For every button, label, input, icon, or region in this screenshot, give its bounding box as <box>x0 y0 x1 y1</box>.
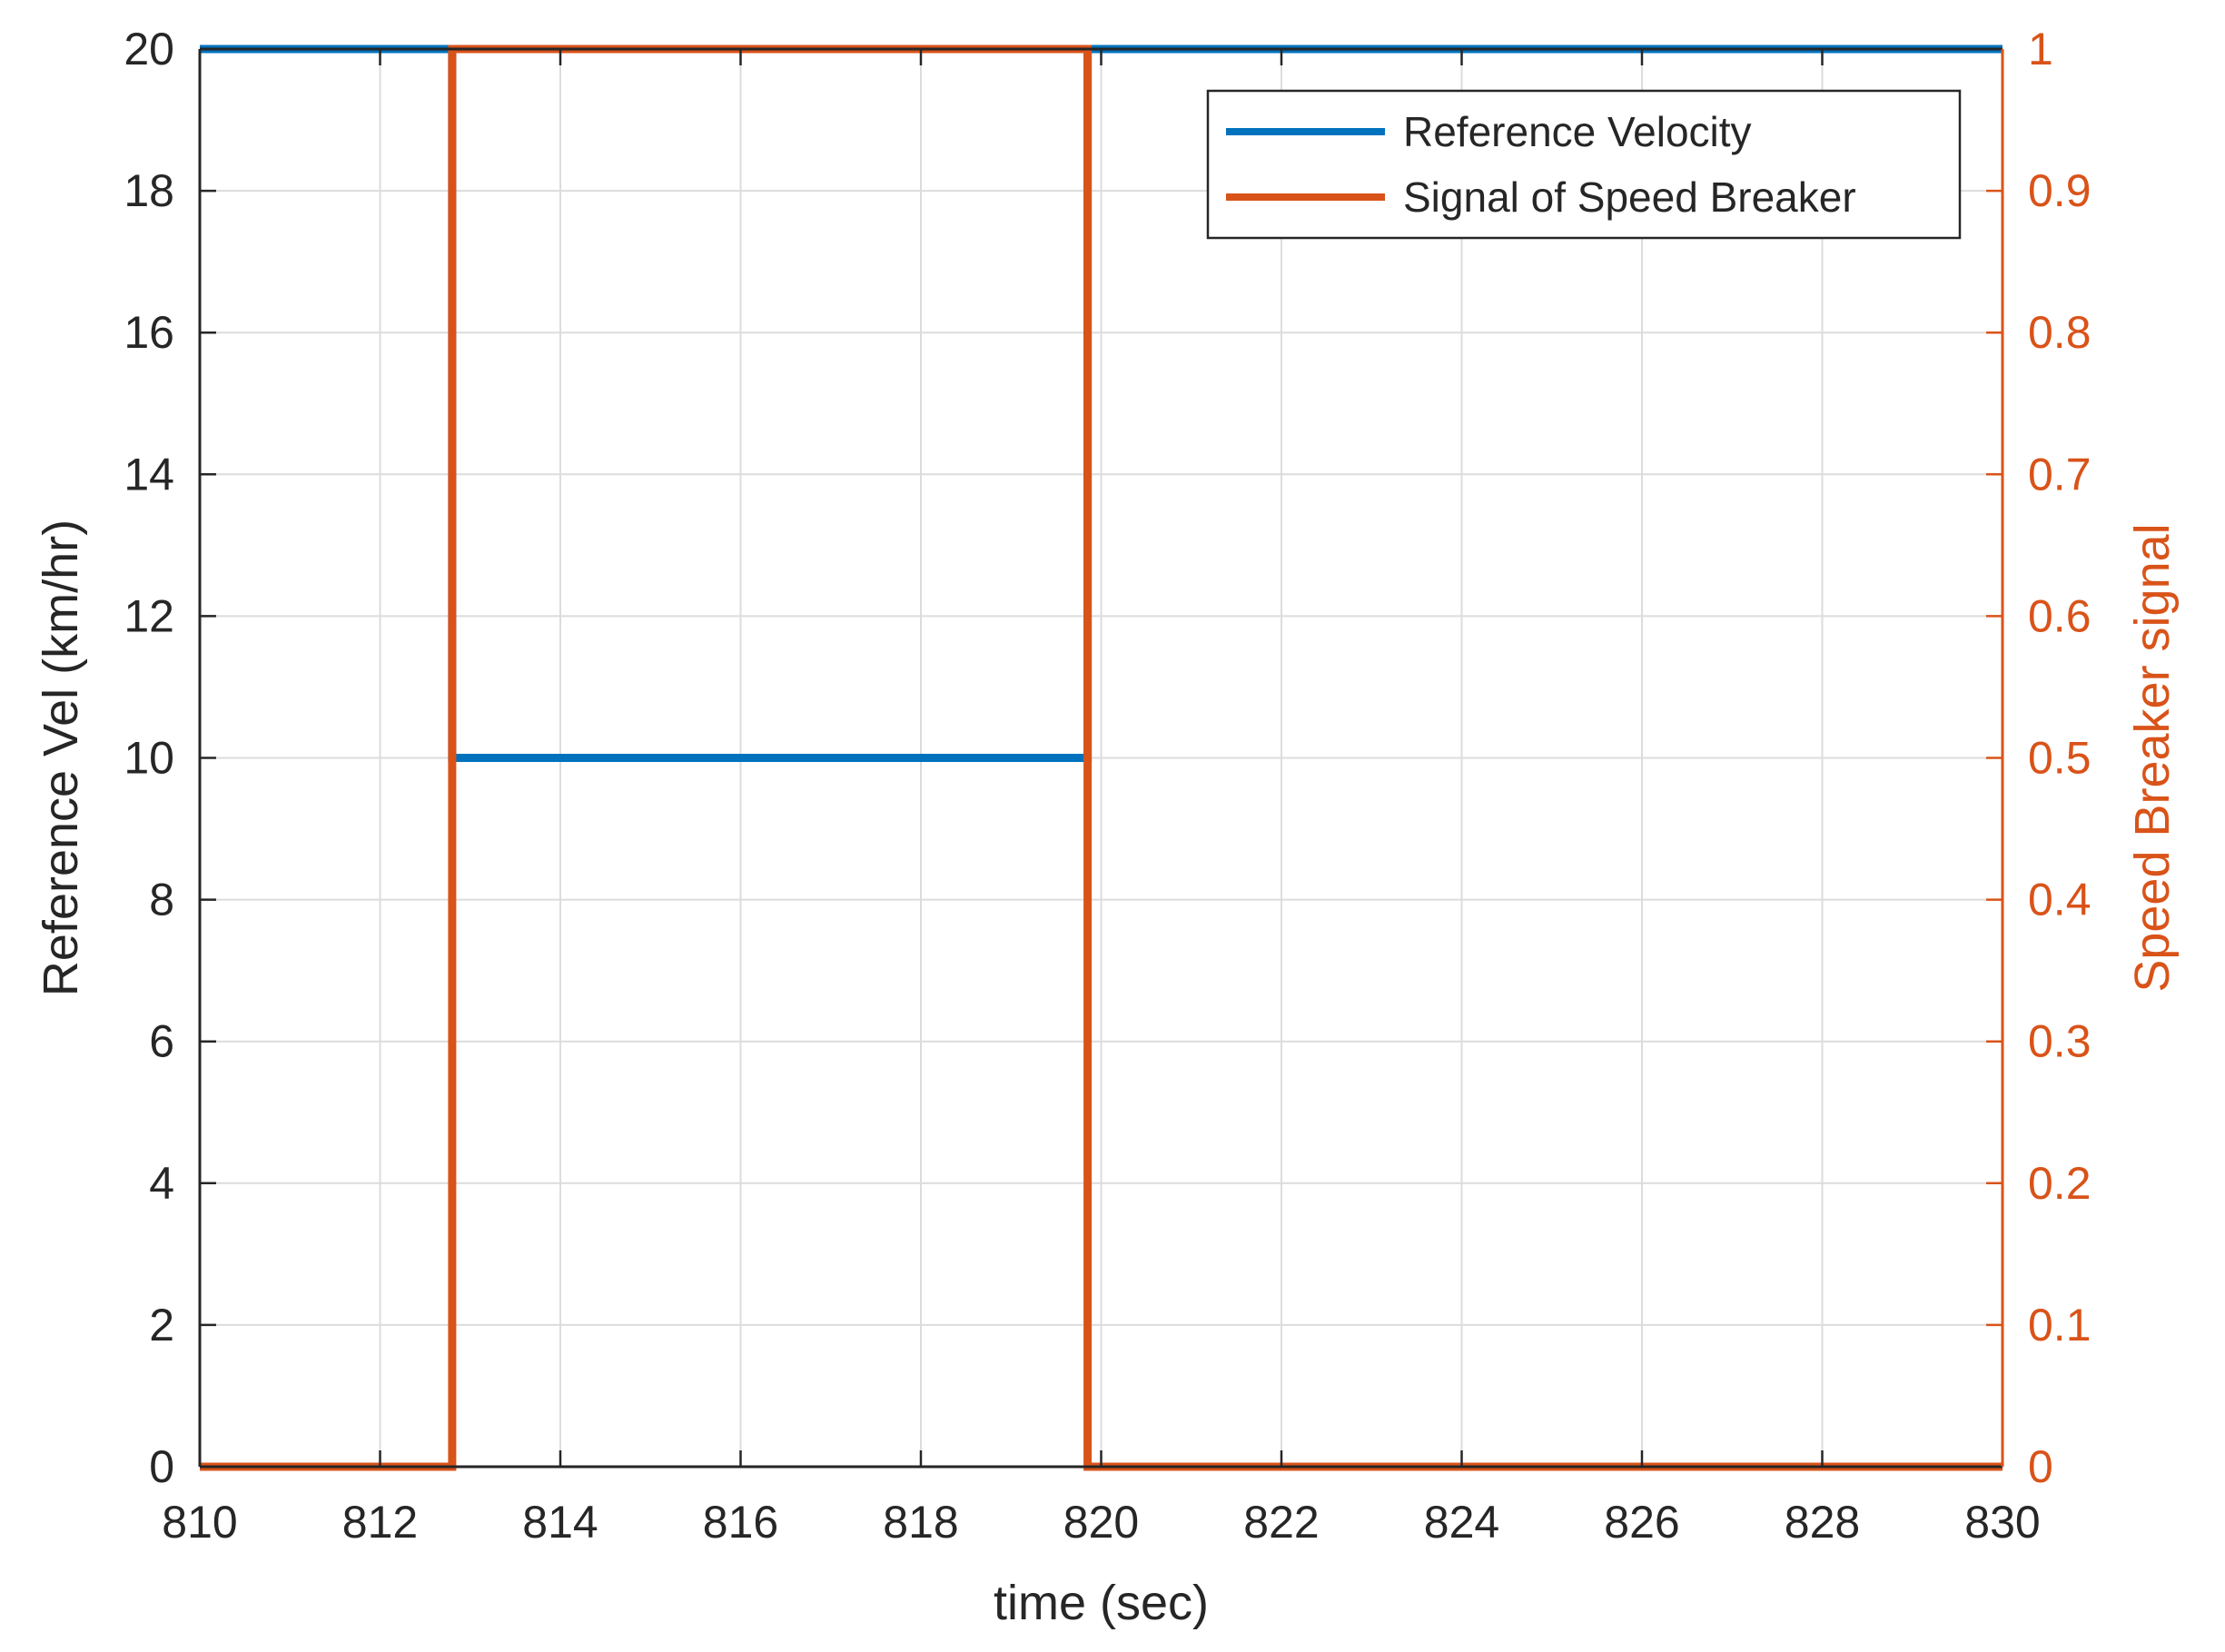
y-left-tick-label: 18 <box>124 165 174 216</box>
y-right-tick-label: 0.3 <box>2028 1016 2092 1067</box>
y-right-tick-label: 0.8 <box>2028 307 2092 358</box>
x-tick-label: 816 <box>703 1497 778 1548</box>
y-left-tick-label: 14 <box>124 449 174 500</box>
y-left-tick-label: 12 <box>124 590 174 641</box>
x-tick-label: 818 <box>883 1497 958 1548</box>
y-right-tick-label: 1 <box>2028 24 2053 74</box>
x-tick-label: 822 <box>1243 1497 1319 1548</box>
y-left-tick-label: 4 <box>149 1158 174 1209</box>
x-axis-label: time (sec) <box>994 1576 1209 1630</box>
y-right-tick-label: 0.6 <box>2028 590 2092 641</box>
x-tick-label: 826 <box>1604 1497 1679 1548</box>
y-left-axis-label: Reference Vel (km/hr) <box>34 519 88 996</box>
y-left-tick-labels: 0 2 4 6 8 10 12 14 16 18 20 <box>124 24 174 1492</box>
x-tick-label: 810 <box>162 1497 237 1548</box>
y-right-tick-labels: 0 0.1 0.2 0.3 0.4 0.5 0.6 0.7 0.8 0.9 1 <box>2028 24 2092 1492</box>
axes <box>198 47 2004 1469</box>
y-right-tick-label: 0 <box>2028 1441 2053 1492</box>
y-right-tick-label: 0.7 <box>2028 449 2092 500</box>
y-right-tick-label: 0.2 <box>2028 1158 2092 1209</box>
legend-box <box>1206 89 1962 240</box>
y-right-tick-label: 0.1 <box>2028 1300 2092 1350</box>
y-left-tick-label: 6 <box>149 1016 174 1067</box>
x-tick-label: 830 <box>1964 1497 2040 1548</box>
y-right-axis-label: Speed Breaker signal <box>2125 523 2180 992</box>
x-tick-label: 820 <box>1063 1497 1139 1548</box>
y-left-tick-label: 8 <box>149 875 174 925</box>
legend-label-reference-velocity: Reference Velocity <box>1403 108 1752 155</box>
y-left-tick-label: 16 <box>124 307 174 358</box>
y-left-tick-label: 10 <box>124 733 174 784</box>
x-tick-label: 824 <box>1424 1497 1499 1548</box>
y-left-tick-label: 2 <box>149 1300 174 1350</box>
legend-label-speed-breaker: Signal of Speed Breaker <box>1403 173 1856 221</box>
x-tick-label: 828 <box>1785 1497 1860 1548</box>
y-left-tick-label: 0 <box>149 1441 174 1492</box>
y-right-tick-label: 0.5 <box>2028 733 2092 784</box>
x-tick-label: 814 <box>522 1497 598 1548</box>
y-right-tick-label: 0.9 <box>2028 165 2092 216</box>
legend: Reference Velocity Signal of Speed Break… <box>1206 89 1962 240</box>
y-left-tick-label: 20 <box>124 24 174 74</box>
x-tick-label: 812 <box>342 1497 418 1548</box>
y-right-tick-label: 0.4 <box>2028 875 2092 925</box>
x-tick-labels: 810 812 814 816 818 820 822 824 826 828 830 <box>162 1497 2040 1548</box>
